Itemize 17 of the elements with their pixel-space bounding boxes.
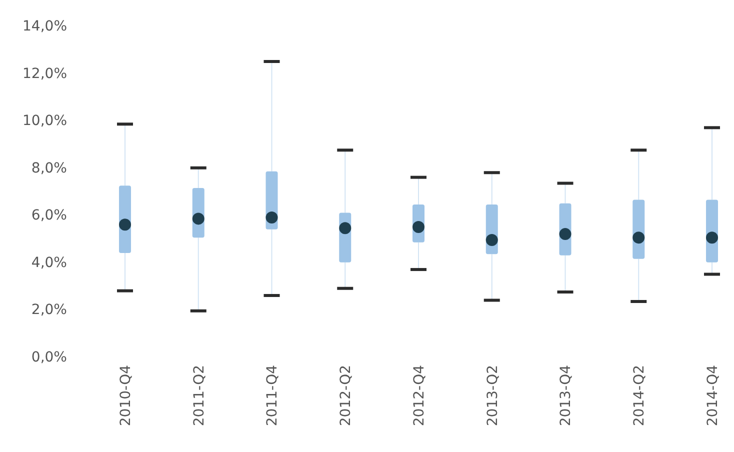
x-tick-label: 2012-Q4 — [411, 364, 428, 426]
x-tick-label: 2013-Q2 — [484, 365, 501, 426]
x-tick-label: 2012-Q2 — [338, 365, 354, 426]
y-tick-label: 8,0% — [31, 160, 67, 176]
x-tick-label: 2013-Q4 — [558, 364, 574, 426]
y-tick-label: 6,0% — [31, 208, 67, 224]
y-tick-label: 12,0% — [22, 66, 67, 82]
x-tick-label: 2010-Q4 — [118, 364, 134, 426]
y-tick-label: 2,0% — [31, 302, 67, 318]
x-tick-label: 2011-Q4 — [264, 364, 281, 426]
y-tick-label: 0,0% — [31, 349, 67, 366]
y-tick-label: 10,0% — [22, 113, 67, 130]
y-tick-label: 14,0% — [22, 18, 67, 34]
x-tick-label: 2014-Q4 — [704, 364, 721, 426]
x-tick-label: 2014-Q2 — [632, 365, 648, 426]
y-tick-label: 4,0% — [31, 254, 67, 271]
x-tick-label: 2011-Q2 — [191, 365, 208, 426]
